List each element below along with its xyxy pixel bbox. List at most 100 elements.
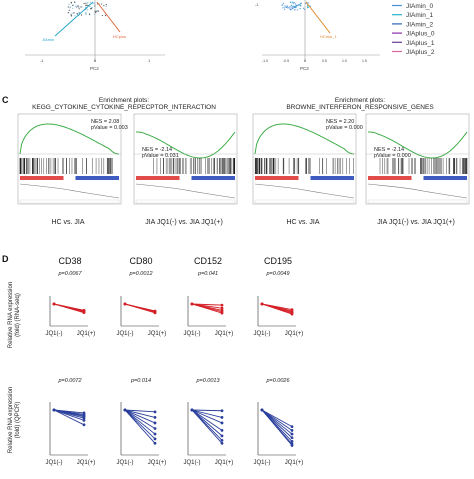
x-tick-label: JQ1(+): [215, 331, 234, 337]
scatter-point: [77, 4, 80, 6]
enrichment-curve: [19, 123, 120, 155]
scatter-point: [101, 3, 103, 5]
pca-biplot-right: -1 JIAplus HCmin_1 -1.0 -0.5 0 0.5 1.0 1…: [255, 0, 435, 71]
scatter-point: [89, 8, 92, 10]
scatter-point: [72, 4, 75, 6]
p-value-label: p=0.041: [197, 271, 218, 277]
scatter-point: [80, 14, 83, 16]
tick-label: 1: [148, 58, 151, 63]
x-tick-label: JQ1(+): [285, 331, 304, 337]
scatter-points: [281, 1, 311, 11]
scatter-point: [306, 7, 309, 9]
pair-point: [153, 421, 157, 425]
scatter-point: [78, 8, 80, 10]
x-axis-label: PC2: [90, 66, 99, 71]
scatter-point: [68, 3, 70, 5]
plot-frame: [133, 113, 238, 205]
x-tick-label: JQ1(+): [77, 460, 96, 466]
pair-point: [220, 421, 224, 425]
x-tick-label: JQ1(-): [117, 460, 134, 466]
scatter-point: [292, 3, 294, 5]
tick-label: -1.0: [262, 59, 268, 63]
rank-bar-negative: [304, 176, 354, 180]
x-tick-label: JQ1(+): [77, 331, 96, 337]
scatter-point: [85, 4, 87, 6]
scatter-point: [94, 3, 96, 5]
pair-point: [82, 418, 86, 422]
p-value-label: p=0.0012: [128, 271, 152, 277]
tick-label: -0.5: [283, 59, 289, 63]
scatter-point: [305, 2, 307, 5]
arrow-label: HCmin_1: [320, 34, 337, 39]
scatter-point: [68, 9, 70, 12]
pair-line: [124, 409, 156, 440]
comparison-caption: HC vs. JIA: [51, 219, 84, 226]
ranked-metric: [19, 183, 120, 199]
panel-c: C Enrichment plots: KEGG_CYTOKINE_CYTOKI…: [2, 95, 470, 226]
scatter-point: [76, 6, 78, 9]
scatter-point: [307, 2, 309, 4]
nes-value: NES = -2.14: [374, 147, 404, 153]
panel-letter: D: [2, 254, 9, 264]
nes-value: NES = 2.08: [91, 119, 119, 125]
enrichment-heading: Enrichment plots:: [335, 97, 385, 104]
rank-bar-positive: [368, 176, 418, 180]
scatter-point: [94, 10, 96, 12]
pair-line: [191, 409, 223, 431]
scatter-point: [87, 2, 89, 4]
x-tick-label: JQ1(+): [215, 460, 234, 466]
pair-point: [153, 311, 157, 315]
pair-point: [82, 416, 86, 420]
pair-point: [52, 408, 56, 412]
p-value-label: p=0.0026: [265, 378, 290, 384]
scatter-point: [296, 9, 298, 11]
scatter-point: [88, 13, 91, 15]
pair-point: [220, 428, 224, 432]
pair-line: [124, 409, 156, 429]
pair-point: [82, 423, 86, 427]
pair-point: [290, 444, 294, 447]
scatter-point: [78, 6, 80, 8]
scatter-point: [67, 6, 69, 8]
scatter-point: [70, 13, 72, 15]
paired-plots: CD38 p=0.0067 JQ1(-) JQ1(+) p=0.0072 JQ1(-) JQ…: [46, 256, 304, 466]
pair-point: [220, 438, 224, 442]
scatter-point: [290, 4, 292, 6]
scatter-point: [94, 11, 97, 13]
scatter-point: [97, 10, 99, 12]
tick-label: -1: [40, 58, 44, 63]
pair-point: [220, 306, 224, 310]
x-tick-label: JQ1(-): [46, 331, 63, 337]
p-value-label: p=0.0013: [195, 378, 220, 384]
x-tick-label: JQ1(-): [254, 331, 271, 337]
y-axis-label: (fold) (QPCR): [15, 402, 21, 439]
pair-point: [153, 416, 157, 419]
nes-value: NES = -2.14: [142, 147, 172, 153]
y-axis-label: Relative RNA expression: [8, 282, 14, 348]
scatter-point: [88, 14, 91, 16]
scatter-point: [76, 13, 78, 15]
pair-point: [290, 312, 294, 316]
pair-line: [53, 303, 85, 314]
scatter-point: [295, 7, 297, 9]
panel-d: D Relative RNA expression (fold) (RNA-se…: [2, 254, 303, 466]
tick-label: 0.5: [322, 59, 327, 63]
scatter-point: [292, 1, 294, 3]
plot-legend-strip: [135, 199, 236, 204]
x-tick-label: JQ1(-): [46, 460, 63, 466]
scatter-point: [73, 1, 76, 3]
scatter-point: [67, 11, 69, 14]
x-tick-label: JQ1(-): [184, 460, 201, 466]
pair-line: [191, 409, 223, 444]
ranked-metric: [135, 183, 236, 199]
rank-bar-negative: [417, 176, 467, 180]
scatter-point: [89, 6, 91, 8]
pair-line: [191, 409, 223, 424]
scatter-point: [94, 5, 96, 7]
pair-point: [260, 408, 264, 412]
panel-letter: C: [2, 95, 9, 105]
p-value: pValue = 0.000: [374, 153, 411, 159]
loading-arrow: [96, 1, 121, 33]
x-axis-label: PC2: [300, 66, 309, 71]
